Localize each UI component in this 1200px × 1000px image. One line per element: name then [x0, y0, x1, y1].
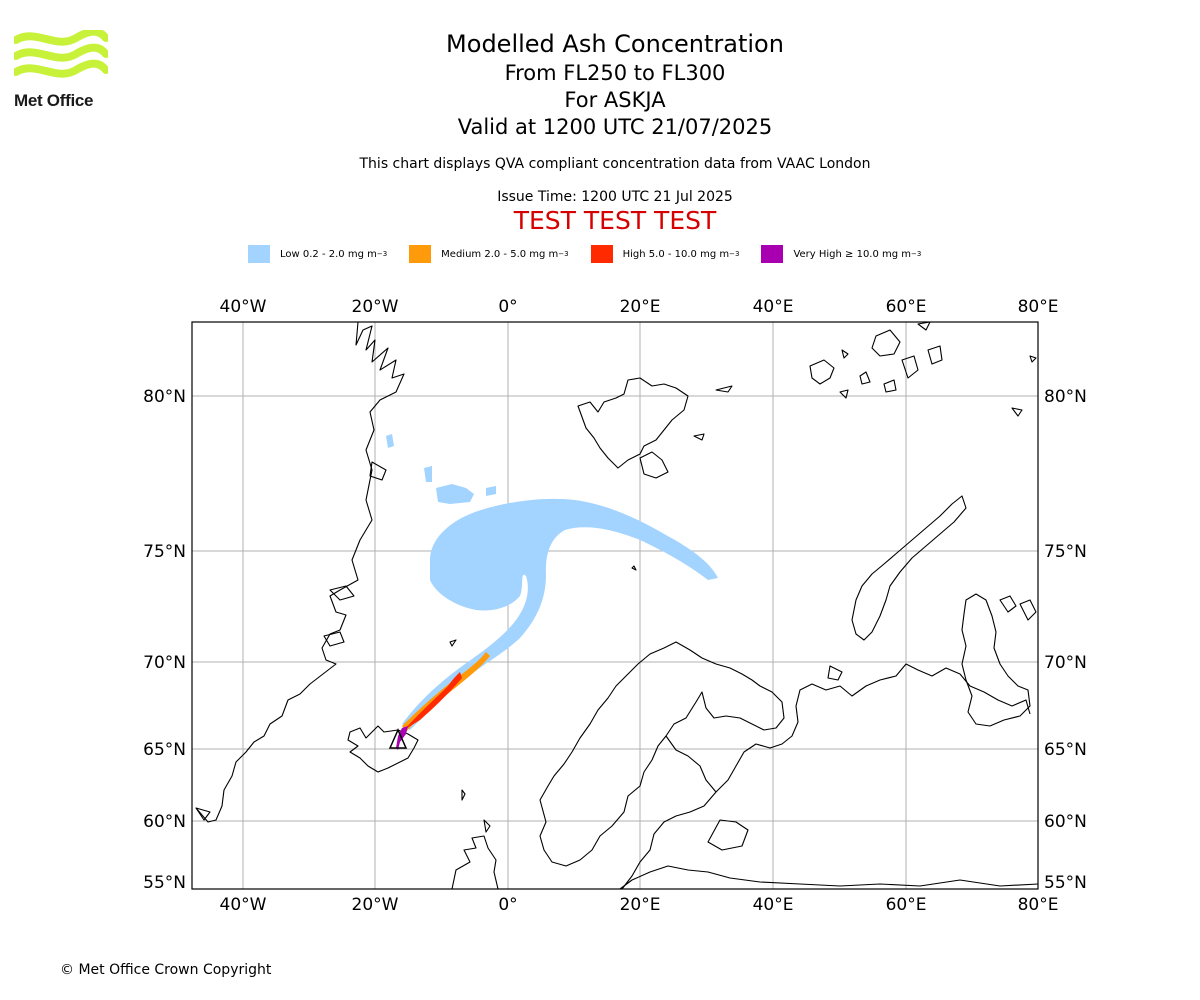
- lat-label-left: 80°N: [143, 387, 186, 407]
- longitude-labels-top: 40°W 20°W 0° 20°E 40°E 60°E 80°E: [220, 297, 1059, 317]
- latitude-labels-right: 80°N 75°N 70°N 65°N 60°N 55°N: [1044, 387, 1087, 893]
- lon-label-bottom: 40°W: [220, 895, 267, 915]
- coastlines: [195, 321, 1039, 890]
- lat-label-right: 65°N: [1044, 740, 1087, 760]
- lon-label-top: 0°: [498, 297, 517, 317]
- concentration-legend: Low 0.2 - 2.0 mg m −3 Medium 2.0 - 5.0 mg…: [248, 244, 943, 264]
- lat-label-left: 75°N: [143, 542, 186, 562]
- latitude-labels-left: 80°N 75°N 70°N 65°N 60°N 55°N: [143, 387, 186, 893]
- legend-swatch-medium: [409, 245, 432, 263]
- lat-label-left: 70°N: [143, 653, 186, 673]
- lat-label-left: 65°N: [143, 740, 186, 760]
- chart-title: Modelled Ash Concentration: [446, 30, 784, 58]
- legend-swatch-very-high: [761, 245, 784, 263]
- map-frame: [191, 321, 1039, 890]
- lat-label-right: 60°N: [1044, 812, 1087, 832]
- valid-time: Valid at 1200 UTC 21/07/2025: [457, 115, 773, 139]
- legend-label-high: High 5.0 - 10.0 mg m: [622, 248, 730, 260]
- lon-label-bottom: 0°: [498, 895, 517, 915]
- lon-label-top: 40°W: [220, 297, 267, 317]
- lon-label-bottom: 60°E: [886, 895, 927, 915]
- lon-label-bottom: 20°E: [620, 895, 661, 915]
- met-office-waves-icon: [12, 27, 110, 78]
- lat-label-left: 55°N: [143, 873, 186, 893]
- lat-label-right: 70°N: [1044, 653, 1087, 673]
- flight-level-range: From FL250 to FL300: [504, 61, 726, 85]
- volcano-name: For ASKJA: [564, 88, 666, 112]
- map-gridlines: [192, 322, 1038, 889]
- legend-unit-medium: −3: [558, 250, 569, 258]
- legend-unit-low: −3: [376, 250, 388, 258]
- lat-label-right: 75°N: [1044, 542, 1087, 562]
- legend-item-low: Low 0.2 - 2.0 mg m −3: [248, 245, 387, 263]
- issue-time: Issue Time: 1200 UTC 21 Jul 2025: [497, 189, 733, 205]
- lon-label-bottom: 40°E: [753, 895, 794, 915]
- lon-label-top: 20°E: [620, 297, 661, 317]
- lon-label-bottom: 80°E: [1018, 895, 1059, 915]
- legend-label-very-high: Very High ≥ 10.0 mg m: [793, 248, 912, 260]
- legend-unit-high: −3: [729, 250, 740, 258]
- volcano-marker-icon: [388, 728, 408, 749]
- legend-swatch-high: [590, 245, 613, 263]
- met-office-logo: Met Office: [12, 27, 110, 114]
- legend-swatch-low: [248, 245, 270, 263]
- legend-label-low: Low 0.2 - 2.0 mg m: [280, 248, 377, 260]
- legend-item-medium: Medium 2.0 - 5.0 mg m −3: [409, 245, 569, 263]
- ash-low-area: [386, 434, 718, 730]
- copyright-notice: © Met Office Crown Copyright: [60, 962, 272, 978]
- lon-label-top: 40°E: [753, 297, 794, 317]
- legend-unit-very-high: −3: [911, 250, 922, 258]
- chart-header: Modelled Ash Concentration From FL250 to…: [300, 28, 930, 236]
- lat-label-right: 80°N: [1044, 387, 1087, 407]
- legend-item-high: High 5.0 - 10.0 mg m −3: [590, 245, 740, 263]
- legend-item-very-high: Very High ≥ 10.0 mg m −3: [761, 245, 921, 263]
- lat-label-right: 55°N: [1044, 873, 1087, 893]
- legend-label-medium: Medium 2.0 - 5.0 mg m: [441, 248, 559, 260]
- lat-label-left: 60°N: [143, 812, 186, 832]
- lon-label-top: 60°E: [886, 297, 927, 317]
- longitude-labels-bottom: 40°W 20°W 0° 20°E 40°E 60°E 80°E: [220, 895, 1059, 915]
- chart-description: This chart displays QVA compliant concen…: [359, 156, 871, 172]
- lon-label-bottom: 20°W: [352, 895, 399, 915]
- ash-high-area: [404, 672, 462, 730]
- lon-label-top: 80°E: [1018, 297, 1059, 317]
- test-banner: TEST TEST TEST: [513, 206, 717, 235]
- logo-text: Met Office: [14, 91, 94, 110]
- lon-label-top: 20°W: [352, 297, 399, 317]
